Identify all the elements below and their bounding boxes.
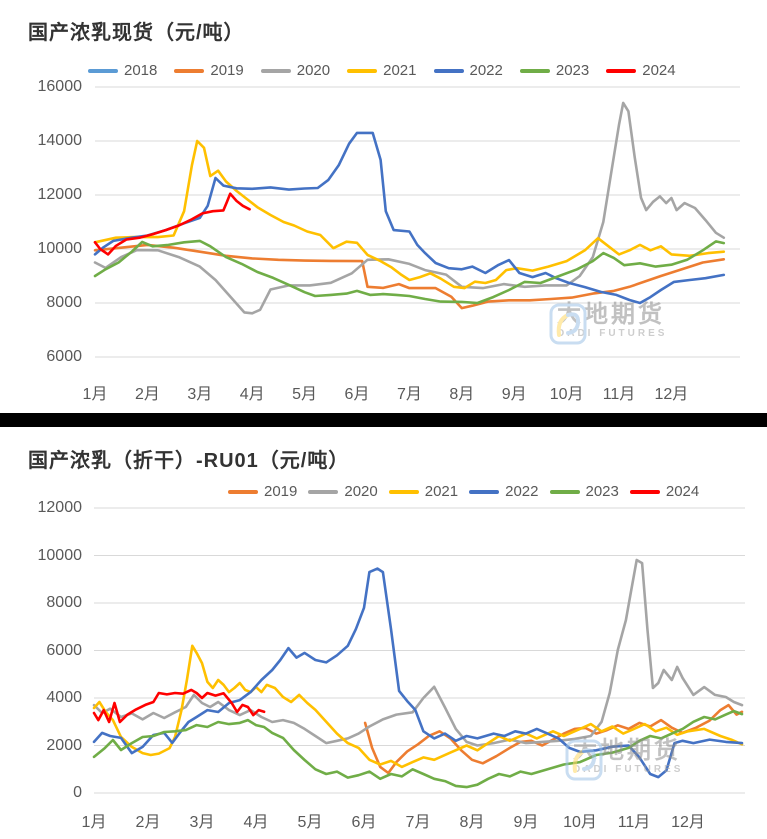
x-tick-label: 5月	[297, 814, 323, 831]
x-tick-label: 1月	[82, 386, 108, 403]
legend-label: 2019	[210, 62, 244, 79]
x-tick-label: 12月	[671, 814, 705, 831]
legend-swatch	[469, 489, 500, 494]
legend-label: 2021	[424, 483, 459, 500]
x-tick-label: 11月	[602, 386, 636, 403]
legend-swatch	[519, 68, 550, 73]
legend-item-2021: 2021	[347, 62, 417, 79]
y-tick-label: 6000	[46, 348, 82, 365]
legend-label: 2024	[665, 483, 700, 500]
legend-swatch	[606, 68, 637, 73]
legend-item-2024: 2024	[629, 483, 700, 500]
x-tick-label: 7月	[396, 386, 422, 403]
legend-label: 2023	[555, 62, 590, 79]
legend-swatch	[629, 489, 660, 494]
spot-chart-title: 国产浓乳现货（元/吨）	[28, 22, 245, 44]
legend-swatch	[260, 68, 291, 73]
legend-label: 2018	[124, 62, 158, 79]
x-tick-label: 2月	[135, 814, 161, 831]
series-2019-line	[93, 243, 726, 310]
legend-swatch	[88, 68, 118, 73]
series-2023-line	[92, 709, 744, 789]
legend-label: 2023	[585, 483, 619, 500]
spread-chart-title: 国产浓乳（折干）-RU01（元/吨）	[28, 450, 350, 472]
legend-item-2018: 2018	[88, 62, 157, 79]
legend-label: 2024	[642, 62, 676, 79]
series-2022-line	[93, 131, 726, 305]
y-tick-label: 8000	[46, 294, 82, 311]
series-2021-line	[93, 139, 726, 290]
spot-chart-legend: 2018 2019 2020 2021 2022 2023 2024	[88, 62, 693, 79]
x-tick-label: 3月	[189, 814, 215, 831]
legend-swatch	[347, 68, 378, 73]
y-tick-label: 2000	[46, 736, 82, 754]
legend-item-2020: 2020	[308, 483, 378, 500]
legend-swatch	[308, 489, 339, 494]
legend-swatch	[388, 489, 419, 494]
y-tick-label: 6000	[46, 641, 82, 659]
series-2019-line	[363, 703, 744, 775]
x-tick-label: 3月	[187, 386, 213, 403]
x-tick-label: 10月	[563, 814, 597, 831]
y-tick-label: 12000	[37, 186, 83, 203]
series-2020-line	[93, 101, 726, 315]
legend-label: 2019	[264, 483, 298, 500]
legend-swatch	[174, 68, 205, 73]
y-tick-label: 16000	[37, 78, 83, 95]
x-tick-label: 5月	[292, 386, 318, 403]
x-tick-label: 9月	[513, 814, 539, 831]
legend-swatch	[228, 489, 258, 494]
y-tick-label: 14000	[37, 132, 83, 149]
legend-item-2019: 2019	[174, 62, 244, 79]
y-tick-label: 0	[73, 784, 82, 801]
x-tick-label: 4月	[243, 814, 269, 831]
legend-item-2024: 2024	[606, 62, 676, 79]
spread-chart-legend: 2019 2020 2021 2022 2023 2024	[228, 483, 710, 500]
series-2021-line	[92, 644, 744, 769]
x-tick-label: 9月	[501, 386, 527, 403]
x-tick-label: 8月	[449, 386, 475, 403]
y-tick-label: 8000	[46, 594, 82, 611]
x-tick-label: 1月	[81, 814, 107, 831]
legend-label: 2022	[505, 483, 539, 500]
x-tick-label: 12月	[654, 386, 689, 403]
x-tick-label: 2月	[134, 386, 160, 403]
x-tick-label: 6月	[344, 386, 370, 403]
legend-item-2021: 2021	[388, 483, 459, 500]
legend-item-2023: 2023	[519, 62, 590, 79]
legend-item-2020: 2020	[260, 62, 331, 79]
x-tick-label: 6月	[351, 814, 377, 831]
y-tick-label: 4000	[46, 689, 82, 706]
x-tick-label: 4月	[239, 386, 265, 403]
x-tick-label: 10月	[549, 386, 584, 403]
x-tick-label: 8月	[459, 814, 485, 831]
series-2024-line	[92, 688, 266, 724]
legend-swatch	[549, 489, 580, 494]
legend-item-2022: 2022	[433, 62, 503, 79]
legend-item-2022: 2022	[469, 483, 539, 500]
series-2020-line	[92, 558, 744, 747]
legend-label: 2022	[469, 62, 503, 79]
legend-swatch	[433, 68, 464, 73]
legend-label: 2020	[296, 62, 331, 79]
section-divider	[0, 413, 767, 427]
y-tick-label: 12000	[37, 499, 83, 516]
legend-label: 2020	[344, 483, 378, 500]
x-tick-label: 11月	[617, 814, 651, 831]
series-2023-line	[93, 239, 726, 305]
x-tick-label: 7月	[405, 814, 431, 831]
series-2024-line	[93, 192, 251, 256]
y-tick-label: 10000	[37, 546, 83, 564]
legend-label: 2021	[383, 62, 417, 79]
legend-item-2019: 2019	[228, 483, 297, 500]
legend-item-2023: 2023	[549, 483, 619, 500]
series-2022-line	[92, 567, 744, 779]
y-tick-label: 10000	[37, 240, 83, 257]
